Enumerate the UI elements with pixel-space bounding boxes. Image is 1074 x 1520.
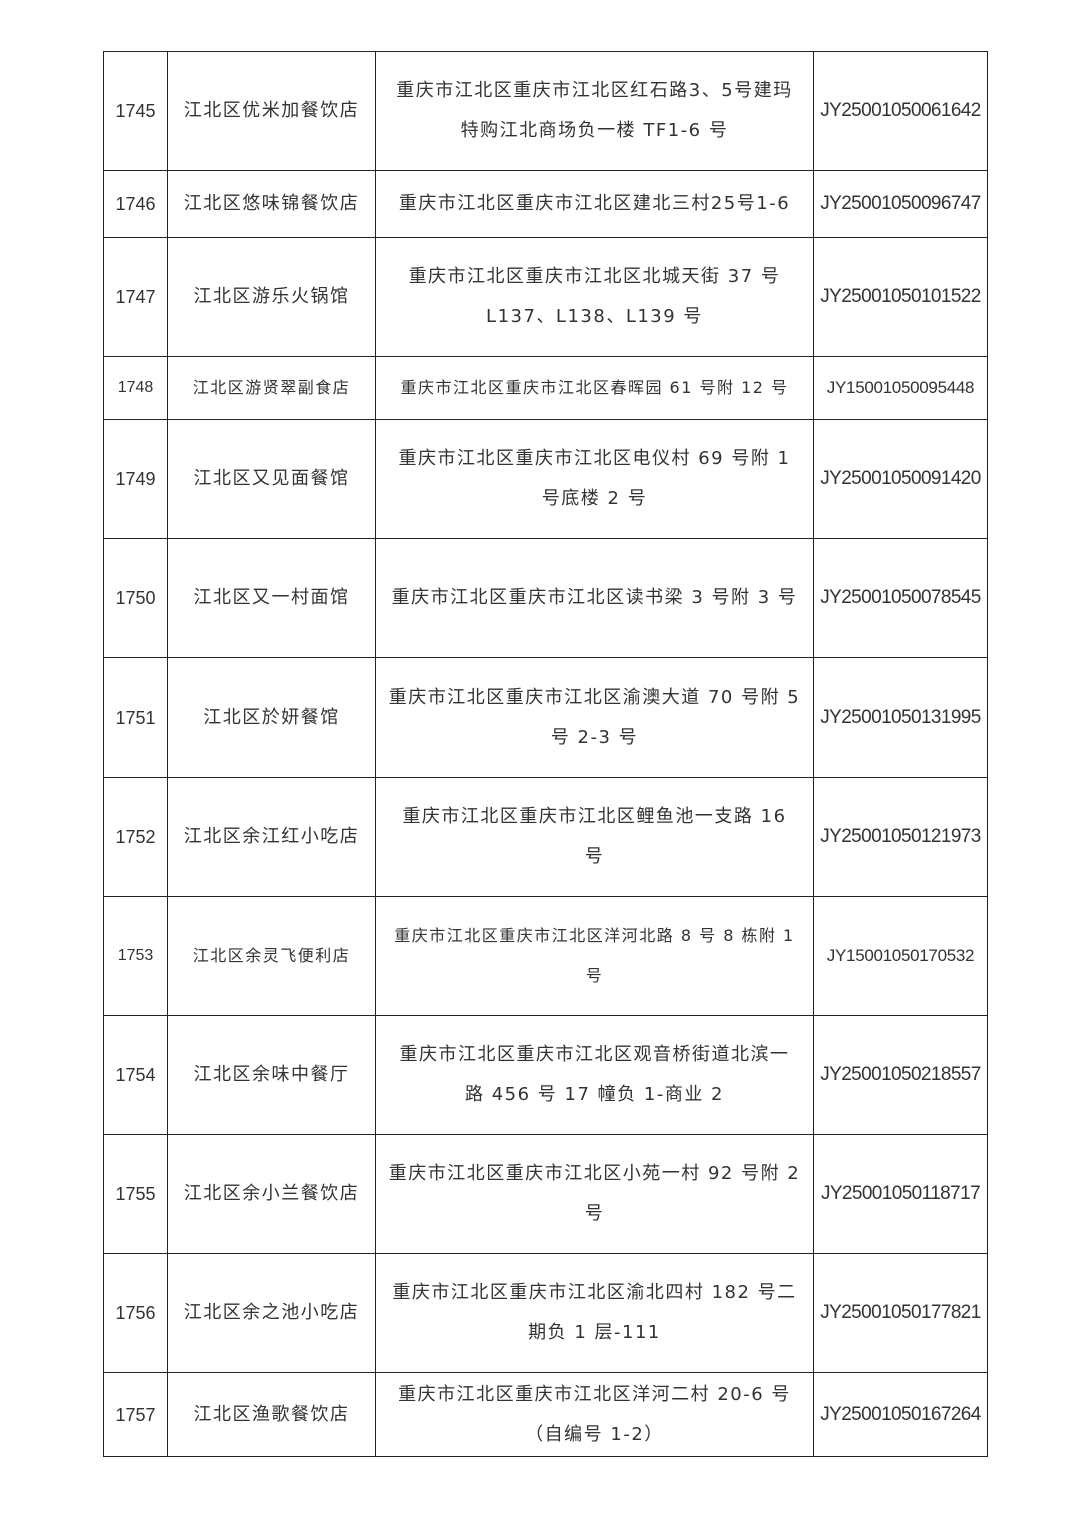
table-row: 1751 江北区於妍餐馆 重庆市江北区重庆市江北区渝澳大道 70 号附 5 号 2-3… (103, 657, 988, 778)
address-line: 特购江北商场负一楼 TF1-6 号 (460, 120, 729, 141)
row-number: 1756 (103, 1253, 168, 1373)
address-line: 重庆市江北区重庆市江北区北城天街 37 号 (408, 266, 781, 287)
address-line: L137、L138、L139 号 (486, 306, 703, 327)
address-line: 重庆市江北区重庆市江北区读书梁 3 号附 3 号 (391, 587, 798, 608)
address-cell: 重庆市江北区重庆市江北区洋河北路 8 号 8 栋附 1 号 (375, 896, 814, 1016)
license-number: JY25001050096747 (813, 170, 988, 238)
license-number: JY25001050218557 (813, 1015, 988, 1135)
row-number: 1757 (103, 1372, 168, 1457)
address-line: 重庆市江北区重庆市江北区电仪村 69 号附 1 (398, 448, 791, 469)
table-row: 1748 江北区游贤翠副食店 重庆市江北区重庆市江北区春晖园 61 号附 12 号 J… (103, 356, 988, 420)
address-line: 号 2-3 号 (550, 726, 639, 748)
address-line: 重庆市江北区重庆市江北区建北三村25号1-6 (398, 193, 791, 214)
license-number: JY15001050170532 (813, 896, 988, 1016)
address-cell: 重庆市江北区重庆市江北区北城天街 37 号 L137、L138、L139 号 (375, 237, 814, 357)
address-line: 重庆市江北区重庆市江北区鲤鱼池一支路 16 (402, 806, 787, 827)
business-name: 江北区余灵飞便利店 (167, 896, 376, 1016)
address-cell: 重庆市江北区重庆市江北区洋河二村 20-6 号 （自编号 1-2） (375, 1372, 814, 1457)
row-number: 1754 (103, 1015, 168, 1135)
row-number: 1753 (103, 896, 168, 1016)
address-line: 号 (584, 1203, 605, 1224)
address-line: 号 (585, 966, 604, 985)
address-cell: 重庆市江北区重庆市江北区春晖园 61 号附 12 号 (375, 356, 814, 420)
license-number: JY25001050118717 (813, 1134, 988, 1254)
license-number: JY25001050101522 (813, 237, 988, 357)
table-row: 1756 江北区余之池小吃店 重庆市江北区重庆市江北区渝北四村 182 号二 期负 1… (103, 1253, 988, 1373)
business-name: 江北区又见面餐馆 (167, 419, 376, 539)
address-cell: 重庆市江北区重庆市江北区观音桥街道北滨一路 456 号 17 幢负 1-商业 2 (375, 1015, 814, 1135)
address-line: 重庆市江北区重庆市江北区渝北四村 182 号二 (392, 1282, 797, 1303)
address-line: 号底楼 2 号 (541, 488, 648, 509)
table-row: 1753 江北区余灵飞便利店 重庆市江北区重庆市江北区洋河北路 8 号 8 栋附 1… (103, 896, 988, 1016)
table-row: 1752 江北区余江红小吃店 重庆市江北区重庆市江北区鲤鱼池一支路 16 号 JY250… (103, 777, 988, 897)
license-number: JY15001050095448 (813, 356, 988, 420)
row-number: 1751 (103, 657, 168, 778)
address-cell: 重庆市江北区重庆市江北区渝北四村 182 号二 期负 1 层-111 (375, 1253, 814, 1373)
row-number: 1749 (103, 419, 168, 539)
business-name: 江北区於妍餐馆 (167, 657, 376, 778)
row-number: 1747 (103, 237, 168, 357)
business-name: 江北区余味中餐厅 (167, 1015, 376, 1135)
business-name: 江北区游乐火锅馆 (167, 237, 376, 357)
address-cell: 重庆市江北区重庆市江北区电仪村 69 号附 1 号底楼 2 号 (375, 419, 814, 539)
address-line: 重庆市江北区重庆市江北区洋河北路 8 号 8 栋附 1 (394, 926, 795, 945)
business-name: 江北区游贤翠副食店 (167, 356, 376, 420)
business-name: 江北区悠味锦餐饮店 (167, 170, 376, 238)
address-line: 路 456 号 17 幢负 1-商业 2 (465, 1084, 724, 1105)
address-line: 重庆市江北区重庆市江北区红石路3、5号建玛 (396, 80, 793, 101)
address-cell: 重庆市江北区重庆市江北区红石路3、5号建玛 特购江北商场负一楼 TF1-6 号 (375, 51, 814, 171)
address-line: 期负 1 层-111 (528, 1322, 661, 1343)
row-number: 1745 (103, 51, 168, 171)
address-cell: 重庆市江北区重庆市江北区渝澳大道 70 号附 5 号 2-3 号 (375, 657, 814, 778)
address-line: 重庆市江北区重庆市江北区洋河二村 20-6 号 (398, 1383, 791, 1405)
address-cell: 重庆市江北区重庆市江北区读书梁 3 号附 3 号 (375, 538, 814, 658)
table-row: 1750 江北区又一村面馆 重庆市江北区重庆市江北区读书梁 3 号附 3 号 JY25… (103, 538, 988, 658)
address-cell: 重庆市江北区重庆市江北区鲤鱼池一支路 16 号 (375, 777, 814, 897)
license-number: JY25001050091420 (813, 419, 988, 539)
row-number: 1746 (103, 170, 168, 238)
table-row: 1755 江北区余小兰餐饮店 重庆市江北区重庆市江北区小苑一村 92 号附 2 号 JY… (103, 1134, 988, 1254)
row-number: 1750 (103, 538, 168, 658)
business-license-table: 1745 江北区优米加餐饮店 重庆市江北区重庆市江北区红石路3、5号建玛 特购江北商场… (103, 51, 988, 1457)
table-row: 1745 江北区优米加餐饮店 重庆市江北区重庆市江北区红石路3、5号建玛 特购江北商场… (103, 51, 988, 171)
address-line: （自编号 1-2） (525, 1423, 664, 1445)
address-line: 号 (584, 846, 605, 867)
address-line: 重庆市江北区重庆市江北区春晖园 61 号附 12 号 (400, 378, 789, 397)
license-number: JY25001050167264 (813, 1372, 988, 1457)
row-number: 1748 (103, 356, 168, 420)
table-row: 1757 江北区渔歌餐饮店 重庆市江北区重庆市江北区洋河二村 20-6 号 （自编号 … (103, 1372, 988, 1457)
license-number: JY25001050131995 (813, 657, 988, 778)
table-row: 1746 江北区悠味锦餐饮店 重庆市江北区重庆市江北区建北三村25号1-6 JY250… (103, 170, 988, 238)
business-name: 江北区余之池小吃店 (167, 1253, 376, 1373)
table-row: 1749 江北区又见面餐馆 重庆市江北区重庆市江北区电仪村 69 号附 1 号底楼 2… (103, 419, 988, 539)
license-number: JY25001050177821 (813, 1253, 988, 1373)
address-line: 重庆市江北区重庆市江北区观音桥街道北滨一 (399, 1044, 790, 1065)
license-number: JY25001050061642 (813, 51, 988, 171)
business-name: 江北区又一村面馆 (167, 538, 376, 658)
table-row: 1747 江北区游乐火锅馆 重庆市江北区重庆市江北区北城天街 37 号 L137、L1… (103, 237, 988, 357)
table-row: 1754 江北区余味中餐厅 重庆市江北区重庆市江北区观音桥街道北滨一路 456 号 … (103, 1015, 988, 1135)
address-line: 重庆市江北区重庆市江北区渝澳大道 70 号附 5 (388, 686, 801, 708)
address-cell: 重庆市江北区重庆市江北区小苑一村 92 号附 2 号 (375, 1134, 814, 1254)
business-name: 江北区余江红小吃店 (167, 777, 376, 897)
business-name: 江北区渔歌餐饮店 (167, 1372, 376, 1457)
license-number: JY25001050121973 (813, 777, 988, 897)
row-number: 1755 (103, 1134, 168, 1254)
business-name: 江北区余小兰餐饮店 (167, 1134, 376, 1254)
business-name: 江北区优米加餐饮店 (167, 51, 376, 171)
address-cell: 重庆市江北区重庆市江北区建北三村25号1-6 (375, 170, 814, 238)
row-number: 1752 (103, 777, 168, 897)
table-body: 1745 江北区优米加餐饮店 重庆市江北区重庆市江北区红石路3、5号建玛 特购江北商场… (103, 51, 988, 1457)
license-number: JY25001050078545 (813, 538, 988, 658)
address-line: 重庆市江北区重庆市江北区小苑一村 92 号附 2 (388, 1163, 801, 1184)
